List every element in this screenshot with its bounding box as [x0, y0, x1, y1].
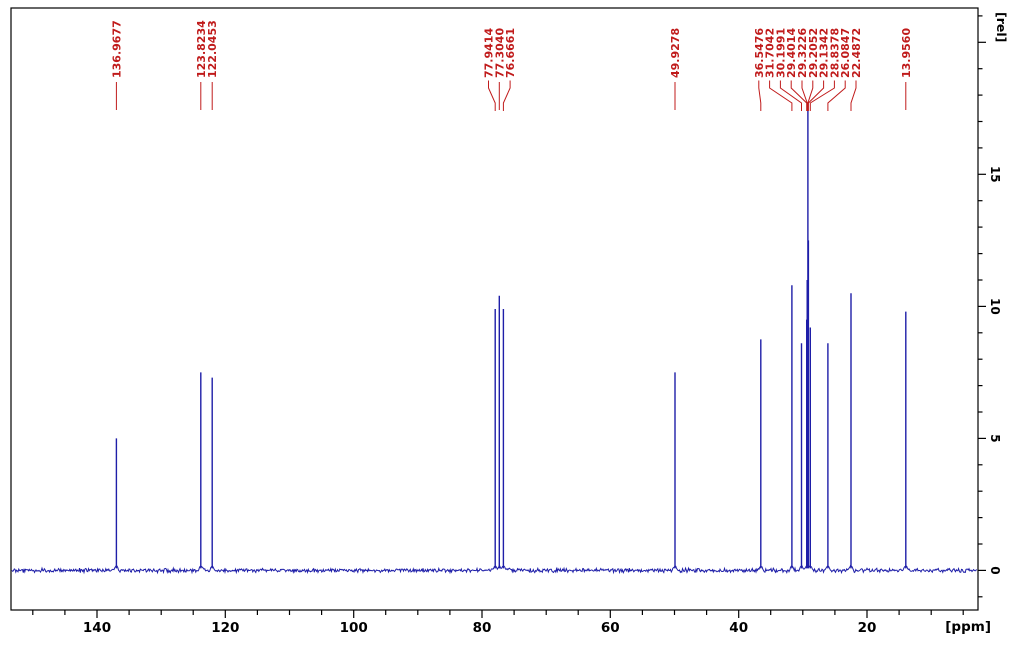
x-axis-ticks: 140 120 100 80 60 40 20 — [32, 610, 964, 636]
noise-trace — [11, 564, 977, 575]
y-axis-unit-label: [rel] — [994, 12, 1009, 42]
y-tick-label: 10 — [988, 298, 1002, 315]
peak-label: 13.9560 — [900, 28, 913, 78]
peak-leader-line — [850, 80, 857, 111]
peak-leader-line — [758, 80, 762, 111]
y-axis-ticks: 15 10 5 0 — [978, 15, 1002, 598]
peak-label: 49.9278 — [669, 28, 682, 78]
peak-label: 76.6661 — [504, 28, 517, 78]
peak-label: 29.1342 — [818, 28, 831, 78]
peak-label: 28.8378 — [828, 28, 841, 78]
plot-frame — [10, 7, 979, 611]
peak-leader-line — [779, 80, 802, 111]
spectrum-trace — [11, 103, 977, 575]
peak-leader-line — [809, 80, 835, 111]
peak-spikes — [115, 103, 907, 569]
peak-leader-line — [488, 80, 496, 111]
peak-leader-line — [801, 80, 808, 111]
peak-label: 29.3226 — [796, 28, 809, 78]
peak-leader-line — [769, 80, 793, 111]
x-tick-label: 20 — [858, 620, 877, 636]
x-tick-label: 100 — [340, 620, 368, 636]
y-tick-label: 0 — [988, 566, 1002, 574]
y-tick-label: 5 — [988, 434, 1002, 442]
peak-label: 136.9677 — [110, 20, 123, 78]
peak-label: 29.2052 — [807, 28, 820, 78]
peak-label: 36.5476 — [753, 28, 766, 78]
peak-leader-line — [502, 80, 511, 111]
peak-label: 77.3040 — [493, 28, 506, 78]
peak-label: 29.4014 — [785, 28, 798, 78]
peak-label: 122.0453 — [206, 20, 219, 78]
y-tick-label: 15 — [988, 166, 1002, 183]
x-tick-label: 40 — [729, 620, 748, 636]
peak-label: 31.7042 — [764, 28, 777, 78]
peak-label: 30.1991 — [774, 28, 787, 78]
peak-label: 22.4872 — [850, 28, 863, 78]
x-axis-unit-label: [ppm] — [945, 619, 991, 635]
x-tick-label: 140 — [83, 620, 111, 636]
x-tick-label: 120 — [211, 620, 239, 636]
peak-label: 123.8234 — [195, 20, 208, 78]
x-tick-label: 60 — [601, 620, 620, 636]
peak-label: 77.9414 — [483, 28, 496, 78]
peak-leader-line — [807, 80, 825, 111]
peak-leader-line — [827, 80, 846, 111]
peak-label: 26.0847 — [839, 28, 852, 78]
x-tick-label: 80 — [473, 620, 492, 636]
